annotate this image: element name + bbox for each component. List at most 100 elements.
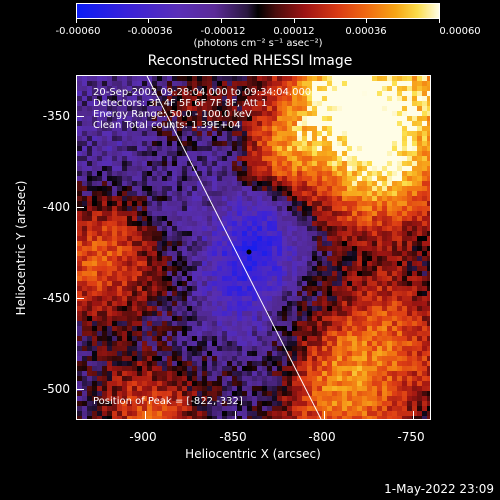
image-pixel (377, 356, 383, 362)
image-pixel (117, 231, 123, 237)
image-pixel (327, 236, 333, 242)
image-pixel (117, 236, 123, 242)
image-pixel (187, 346, 193, 352)
image-pixel (262, 356, 268, 362)
image-pixel (187, 171, 193, 177)
image-pixel (402, 316, 408, 322)
image-pixel (392, 316, 398, 322)
image-pixel (262, 346, 268, 352)
image-pixel (277, 161, 283, 167)
image-pixel (172, 301, 178, 307)
image-pixel (77, 356, 83, 362)
image-pixel (287, 246, 293, 252)
image-pixel (392, 346, 398, 352)
image-pixel (97, 116, 103, 122)
image-pixel (192, 386, 198, 392)
image-pixel (307, 341, 313, 347)
image-pixel (212, 291, 218, 297)
image-pixel (152, 376, 158, 382)
image-pixel (277, 176, 283, 182)
image-pixel (352, 201, 358, 207)
image-pixel (192, 246, 198, 252)
image-pixel (142, 286, 148, 292)
image-pixel (232, 191, 238, 197)
image-pixel (422, 221, 428, 227)
image-pixel (172, 396, 178, 402)
image-pixel (372, 401, 378, 407)
image-pixel (82, 276, 88, 282)
image-pixel (187, 111, 193, 117)
image-pixel (227, 86, 233, 92)
image-pixel (417, 181, 423, 187)
image-pixel (217, 386, 223, 392)
image-pixel (82, 246, 88, 252)
image-pixel (127, 211, 133, 217)
image-pixel (282, 131, 288, 137)
image-pixel (312, 91, 318, 97)
image-pixel (317, 156, 323, 162)
image-pixel (172, 411, 178, 417)
image-pixel (272, 86, 278, 92)
image-pixel (267, 186, 273, 192)
image-pixel (427, 336, 430, 342)
image-pixel (132, 386, 138, 392)
image-pixel (322, 351, 328, 357)
image-pixel (287, 86, 293, 92)
image-pixel (202, 256, 208, 262)
image-pixel (232, 331, 238, 337)
image-pixel (272, 136, 278, 142)
image-pixel (377, 211, 383, 217)
image-pixel (242, 406, 248, 412)
image-pixel (392, 131, 398, 137)
image-pixel (202, 276, 208, 282)
image-pixel (342, 161, 348, 167)
image-pixel (242, 301, 248, 307)
image-pixel (77, 101, 83, 107)
image-pixel (77, 281, 83, 287)
image-pixel (382, 166, 388, 172)
image-pixel (112, 146, 118, 152)
image-pixel (412, 81, 418, 87)
image-pixel (172, 101, 178, 107)
image-pixel (147, 341, 153, 347)
image-pixel (272, 381, 278, 387)
image-pixel (157, 196, 163, 202)
image-pixel (402, 336, 408, 342)
image-pixel (307, 321, 313, 327)
image-pixel (312, 151, 318, 157)
image-pixel (347, 386, 353, 392)
image-pixel (287, 216, 293, 222)
image-pixel (87, 411, 93, 417)
image-pixel (362, 106, 368, 112)
image-pixel (397, 146, 403, 152)
image-pixel (292, 386, 298, 392)
image-pixel (427, 186, 430, 192)
image-pixel (147, 181, 153, 187)
image-pixel (212, 106, 218, 112)
image-pixel (202, 331, 208, 337)
image-pixel (107, 356, 113, 362)
image-pixel (187, 201, 193, 207)
image-pixel (127, 226, 133, 232)
image-pixel (287, 96, 293, 102)
image-pixel (112, 191, 118, 197)
image-pixel (352, 376, 358, 382)
image-pixel (372, 91, 378, 97)
image-pixel (142, 366, 148, 372)
image-pixel (122, 106, 128, 112)
image-pixel (372, 196, 378, 202)
image-pixel (417, 151, 423, 157)
image-pixel (317, 91, 323, 97)
image-pixel (422, 346, 428, 352)
image-pixel (217, 101, 223, 107)
image-pixel (167, 191, 173, 197)
image-pixel (197, 256, 203, 262)
image-pixel (237, 171, 243, 177)
image-pixel (162, 301, 168, 307)
image-pixel (172, 86, 178, 92)
image-pixel (307, 361, 313, 367)
image-pixel (172, 181, 178, 187)
image-pixel (322, 386, 328, 392)
image-pixel (397, 281, 403, 287)
image-pixel (387, 371, 393, 377)
